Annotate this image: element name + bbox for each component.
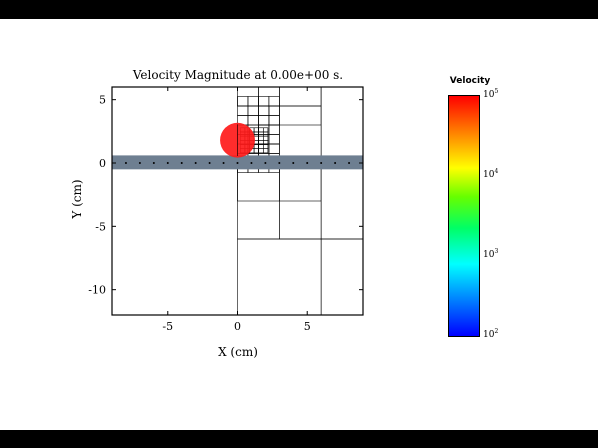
mesh-cell [258,124,270,135]
band-dot [180,162,183,164]
band-dot [236,162,239,164]
band-dot [194,162,197,164]
mesh-cell [268,143,280,154]
mesh-cell [253,148,259,154]
axis-ticks: -5 0 5 5 0 -5 -10 [88,87,363,333]
mesh-cell [237,238,322,316]
band-layer [112,155,363,170]
x-tick-label: -5 [162,320,173,333]
mesh-cell [247,105,259,116]
band-dot [208,162,211,164]
band-dot [222,162,225,164]
mesh-cell [320,162,364,240]
band-dot [250,162,253,164]
mesh-cell [258,96,270,107]
colorbar-title: Velocity [449,76,491,86]
y-tick-label: -10 [88,284,106,297]
mesh-cell [253,144,259,149]
mesh-cell [262,127,269,133]
band-dot [348,162,351,164]
mesh-cell [268,124,280,135]
mesh-grid [237,86,364,316]
mesh-cell [268,96,280,107]
band-dot [124,162,127,164]
colorbar-tick-label: 105 [483,88,499,100]
mesh-cell [262,148,269,154]
mesh-cell [253,127,259,133]
band-dot [138,162,141,164]
mesh-cell [268,115,280,126]
mesh-cell [279,86,322,107]
mesh-cell [279,105,322,126]
mesh-cell [268,134,280,145]
bottom-letterbox [0,430,598,448]
top-letterbox [0,0,598,19]
band-dot [166,162,169,164]
mesh-cell [262,144,269,149]
mesh-cell [262,135,269,141]
band-dot [264,162,267,164]
mesh-cell [268,105,280,116]
mesh-cell [237,105,249,116]
mesh-cell [258,115,270,126]
mesh-cell [258,148,264,154]
colorbar-tick-label: 104 [483,168,499,180]
colorbar-tick-label: 103 [483,248,499,260]
band-dot [292,162,295,164]
mesh-cell [247,115,259,126]
mesh-cell [262,131,269,137]
y-tick-label: 5 [99,94,106,107]
band-dot [306,162,309,164]
mesh-cell [258,131,264,137]
x-tick-label: 0 [234,320,241,333]
y-tick-label: 0 [99,157,106,170]
mesh-cell [258,144,264,149]
mesh-cell [320,238,364,316]
mesh-cell [258,105,270,116]
y-tick-label: -5 [95,220,106,233]
x-axis-label: X (cm) [218,345,258,359]
colorbar-tick-label: 102 [483,328,499,340]
y-axis-label: Y (cm) [70,179,84,219]
mesh-cell [320,86,364,164]
mesh-cell [258,127,264,133]
mesh-cell [247,96,259,107]
mesh-cell [237,96,249,107]
x-tick-label: 5 [304,320,311,333]
chart-title: Velocity Magnitude at 0.00e+00 s. [132,68,344,82]
band-dot [278,162,281,164]
mesh-cell [253,131,259,137]
band-dot [334,162,337,164]
colorbar [448,95,480,337]
sphere-layer [220,122,255,158]
band-dot [320,162,323,164]
band-dot [152,162,155,164]
mesh-cell [258,135,264,141]
